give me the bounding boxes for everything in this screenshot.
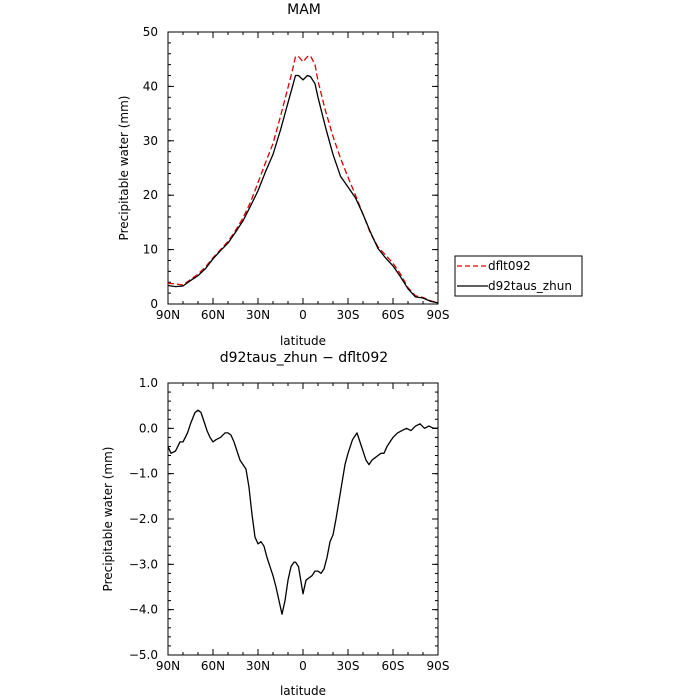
legend: dflt092 d92taus_zhun <box>454 255 583 297</box>
bottom-chart-xtick-label: 60S <box>382 659 405 673</box>
bottom-chart-ytick-label: −4.0 <box>129 603 158 617</box>
legend-label-d92taus-zhun: d92taus_zhun <box>488 279 572 293</box>
bottom-chart-xlabel: latitude <box>280 684 326 698</box>
top-chart-series <box>167 55 439 304</box>
top-chart-xtick-label: 90N <box>156 308 180 322</box>
top-chart-ytick-label: 50 <box>143 25 158 39</box>
top-chart-series-line-d92taus-zhun <box>167 74 439 304</box>
bottom-chart-xtick-label: 30N <box>246 659 270 673</box>
top-chart-xtick-label: 30N <box>246 308 270 322</box>
bottom-chart-series-line-diff <box>167 409 438 615</box>
top-chart-ytick-label: 10 <box>143 243 158 257</box>
top-chart-ytick-label: 0 <box>150 297 158 311</box>
bottom-chart-ticks: 90N 60N 30N 0 30S 60S 90S 1.0 0.0 −1.0 −2.0 −3.0 −4.… <box>129 376 450 673</box>
top-chart-xtick-label: 90S <box>427 308 450 322</box>
top-chart-ticks: 90N 60N 30N 0 30S 60S 90S 0 10 20 30 40 50 <box>143 25 450 322</box>
top-chart-ytick-label: 30 <box>143 134 158 148</box>
top-chart-ytick-label: 40 <box>143 79 158 93</box>
top-chart-panel: MAM 90N 60N 30N 0 30S 60S 90S 0 10 20 30 40 50 Preci… <box>117 2 449 348</box>
bottom-chart-title: d92taus_zhun − dflt092 <box>220 350 388 366</box>
top-chart-series-line-dflt092 <box>167 55 439 304</box>
bottom-chart-xtick-label: 30S <box>337 659 360 673</box>
bottom-chart-ytick-label: 1.0 <box>139 376 158 390</box>
bottom-chart-ytick-label: −1.0 <box>129 467 158 481</box>
top-chart-xtick-label: 60N <box>201 308 225 322</box>
bottom-chart-series <box>167 409 438 615</box>
top-chart-xtick-label: 30S <box>337 308 360 322</box>
top-chart-xlabel: latitude <box>280 334 326 348</box>
bottom-chart-xtick-label: 90N <box>156 659 180 673</box>
bottom-chart-xtick-label: 0 <box>299 659 307 673</box>
bottom-chart-ytick-label: −5.0 <box>129 648 158 662</box>
top-chart-title: MAM <box>287 2 321 18</box>
bottom-chart-plot-frame <box>167 382 439 656</box>
bottom-chart-ytick-label: −2.0 <box>129 512 158 526</box>
bottom-chart-xtick-label: 60N <box>201 659 225 673</box>
top-chart-ylabel: Precipitable water (mm) <box>117 96 131 241</box>
top-chart-xtick-label: 0 <box>299 308 307 322</box>
bottom-chart-ytick-label: −3.0 <box>129 557 158 571</box>
top-chart-xtick-label: 60S <box>382 308 405 322</box>
bottom-chart-ytick-label: 0.0 <box>139 421 158 435</box>
legend-label-dflt092: dflt092 <box>488 259 531 273</box>
legend-frame <box>454 255 583 297</box>
top-chart-ytick-label: 20 <box>143 188 158 202</box>
bottom-chart-xtick-label: 90S <box>427 659 450 673</box>
bottom-chart-panel: d92taus_zhun − dflt092 90N 60N 30N 0 30S 60S 9… <box>101 350 449 698</box>
bottom-chart-ylabel: Precipitable water (mm) <box>101 447 115 592</box>
